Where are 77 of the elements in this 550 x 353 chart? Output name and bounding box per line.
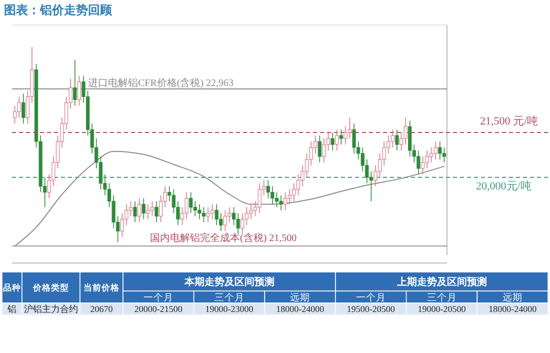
text: 20000-21500 xyxy=(134,304,183,314)
text: 一个月 xyxy=(356,291,386,304)
candlestick xyxy=(219,212,223,232)
text: 上期走势及区间预测 xyxy=(396,276,487,288)
text: 本期走势及区间预测 xyxy=(183,276,274,288)
candlestick xyxy=(352,123,356,154)
candlestick xyxy=(292,182,296,202)
candlestick xyxy=(202,206,206,223)
candlestick xyxy=(223,210,228,232)
text: 一个月 xyxy=(143,291,174,304)
candlestick xyxy=(12,105,17,124)
candlestick xyxy=(73,60,77,106)
chart-title: 图表：铝价走势回顾 xyxy=(4,3,113,17)
candlestick xyxy=(442,147,446,163)
text: 19000-20500 xyxy=(418,304,466,314)
candlestick xyxy=(232,206,236,226)
candlestick xyxy=(77,75,82,106)
candlestick xyxy=(270,186,274,205)
text: 远期 xyxy=(502,291,523,304)
text: 铝 xyxy=(6,304,16,314)
text: 三个月 xyxy=(426,291,457,304)
candlestick xyxy=(22,93,26,124)
candlestick xyxy=(154,200,158,223)
text: 三个月 xyxy=(214,291,244,304)
ref-line-label: 进口电解铝CFR价格(含税) 22,963 xyxy=(88,76,234,89)
candlestick xyxy=(133,200,137,223)
candlestick xyxy=(404,117,408,145)
candlestick xyxy=(198,204,202,220)
candlestick xyxy=(344,126,348,145)
ref-line-label: 21,500 元/吨 xyxy=(480,114,538,128)
candlestick xyxy=(258,182,262,214)
candlestick xyxy=(288,188,292,205)
ref-line-label: 20,000元/吨 xyxy=(476,179,532,192)
candlestick xyxy=(189,192,193,214)
candlestick xyxy=(128,200,133,217)
candlestick xyxy=(284,192,288,211)
text: 沪铝主力合约 xyxy=(24,304,78,314)
candlestick xyxy=(438,141,442,160)
candlestick xyxy=(158,194,163,223)
candlestick xyxy=(138,198,142,223)
candlestick xyxy=(279,194,283,211)
text: 品种 xyxy=(3,282,21,293)
candlestick xyxy=(434,141,438,160)
text: 20670 xyxy=(90,304,114,314)
candlestick xyxy=(296,174,300,196)
candlestick xyxy=(184,192,188,220)
text: 18000-24000 xyxy=(276,304,325,314)
candlestick xyxy=(214,204,218,226)
text: 19500-20500 xyxy=(346,304,396,314)
candlestick xyxy=(425,150,429,169)
candlestick xyxy=(142,198,146,220)
candlestick xyxy=(330,132,334,151)
candlestick xyxy=(236,212,240,234)
candlestick xyxy=(228,206,232,223)
candlestick xyxy=(339,129,343,145)
text: 18000-24000 xyxy=(488,304,538,314)
candlestick xyxy=(322,138,326,163)
candlestick xyxy=(318,135,322,163)
text: 19000-23000 xyxy=(205,304,254,314)
candlestick xyxy=(274,192,279,208)
text: 远期 xyxy=(290,291,310,304)
candlestick xyxy=(408,120,412,157)
text: 当前价格 xyxy=(84,282,120,293)
candlestick xyxy=(348,117,352,139)
candlestick xyxy=(335,129,339,151)
candlestick xyxy=(146,204,150,220)
text: 价格类型 xyxy=(32,282,69,293)
candlestick xyxy=(420,156,425,175)
candlestick xyxy=(206,206,210,223)
candlestick xyxy=(17,96,21,118)
candlestick xyxy=(390,129,394,148)
candlestick xyxy=(249,204,253,220)
annotation: 国内电解铝完全成本(含税) 21,500 xyxy=(150,232,297,244)
candlestick xyxy=(240,212,244,234)
candlestick xyxy=(150,200,154,217)
candlestick xyxy=(416,150,420,175)
candlestick xyxy=(395,129,399,151)
